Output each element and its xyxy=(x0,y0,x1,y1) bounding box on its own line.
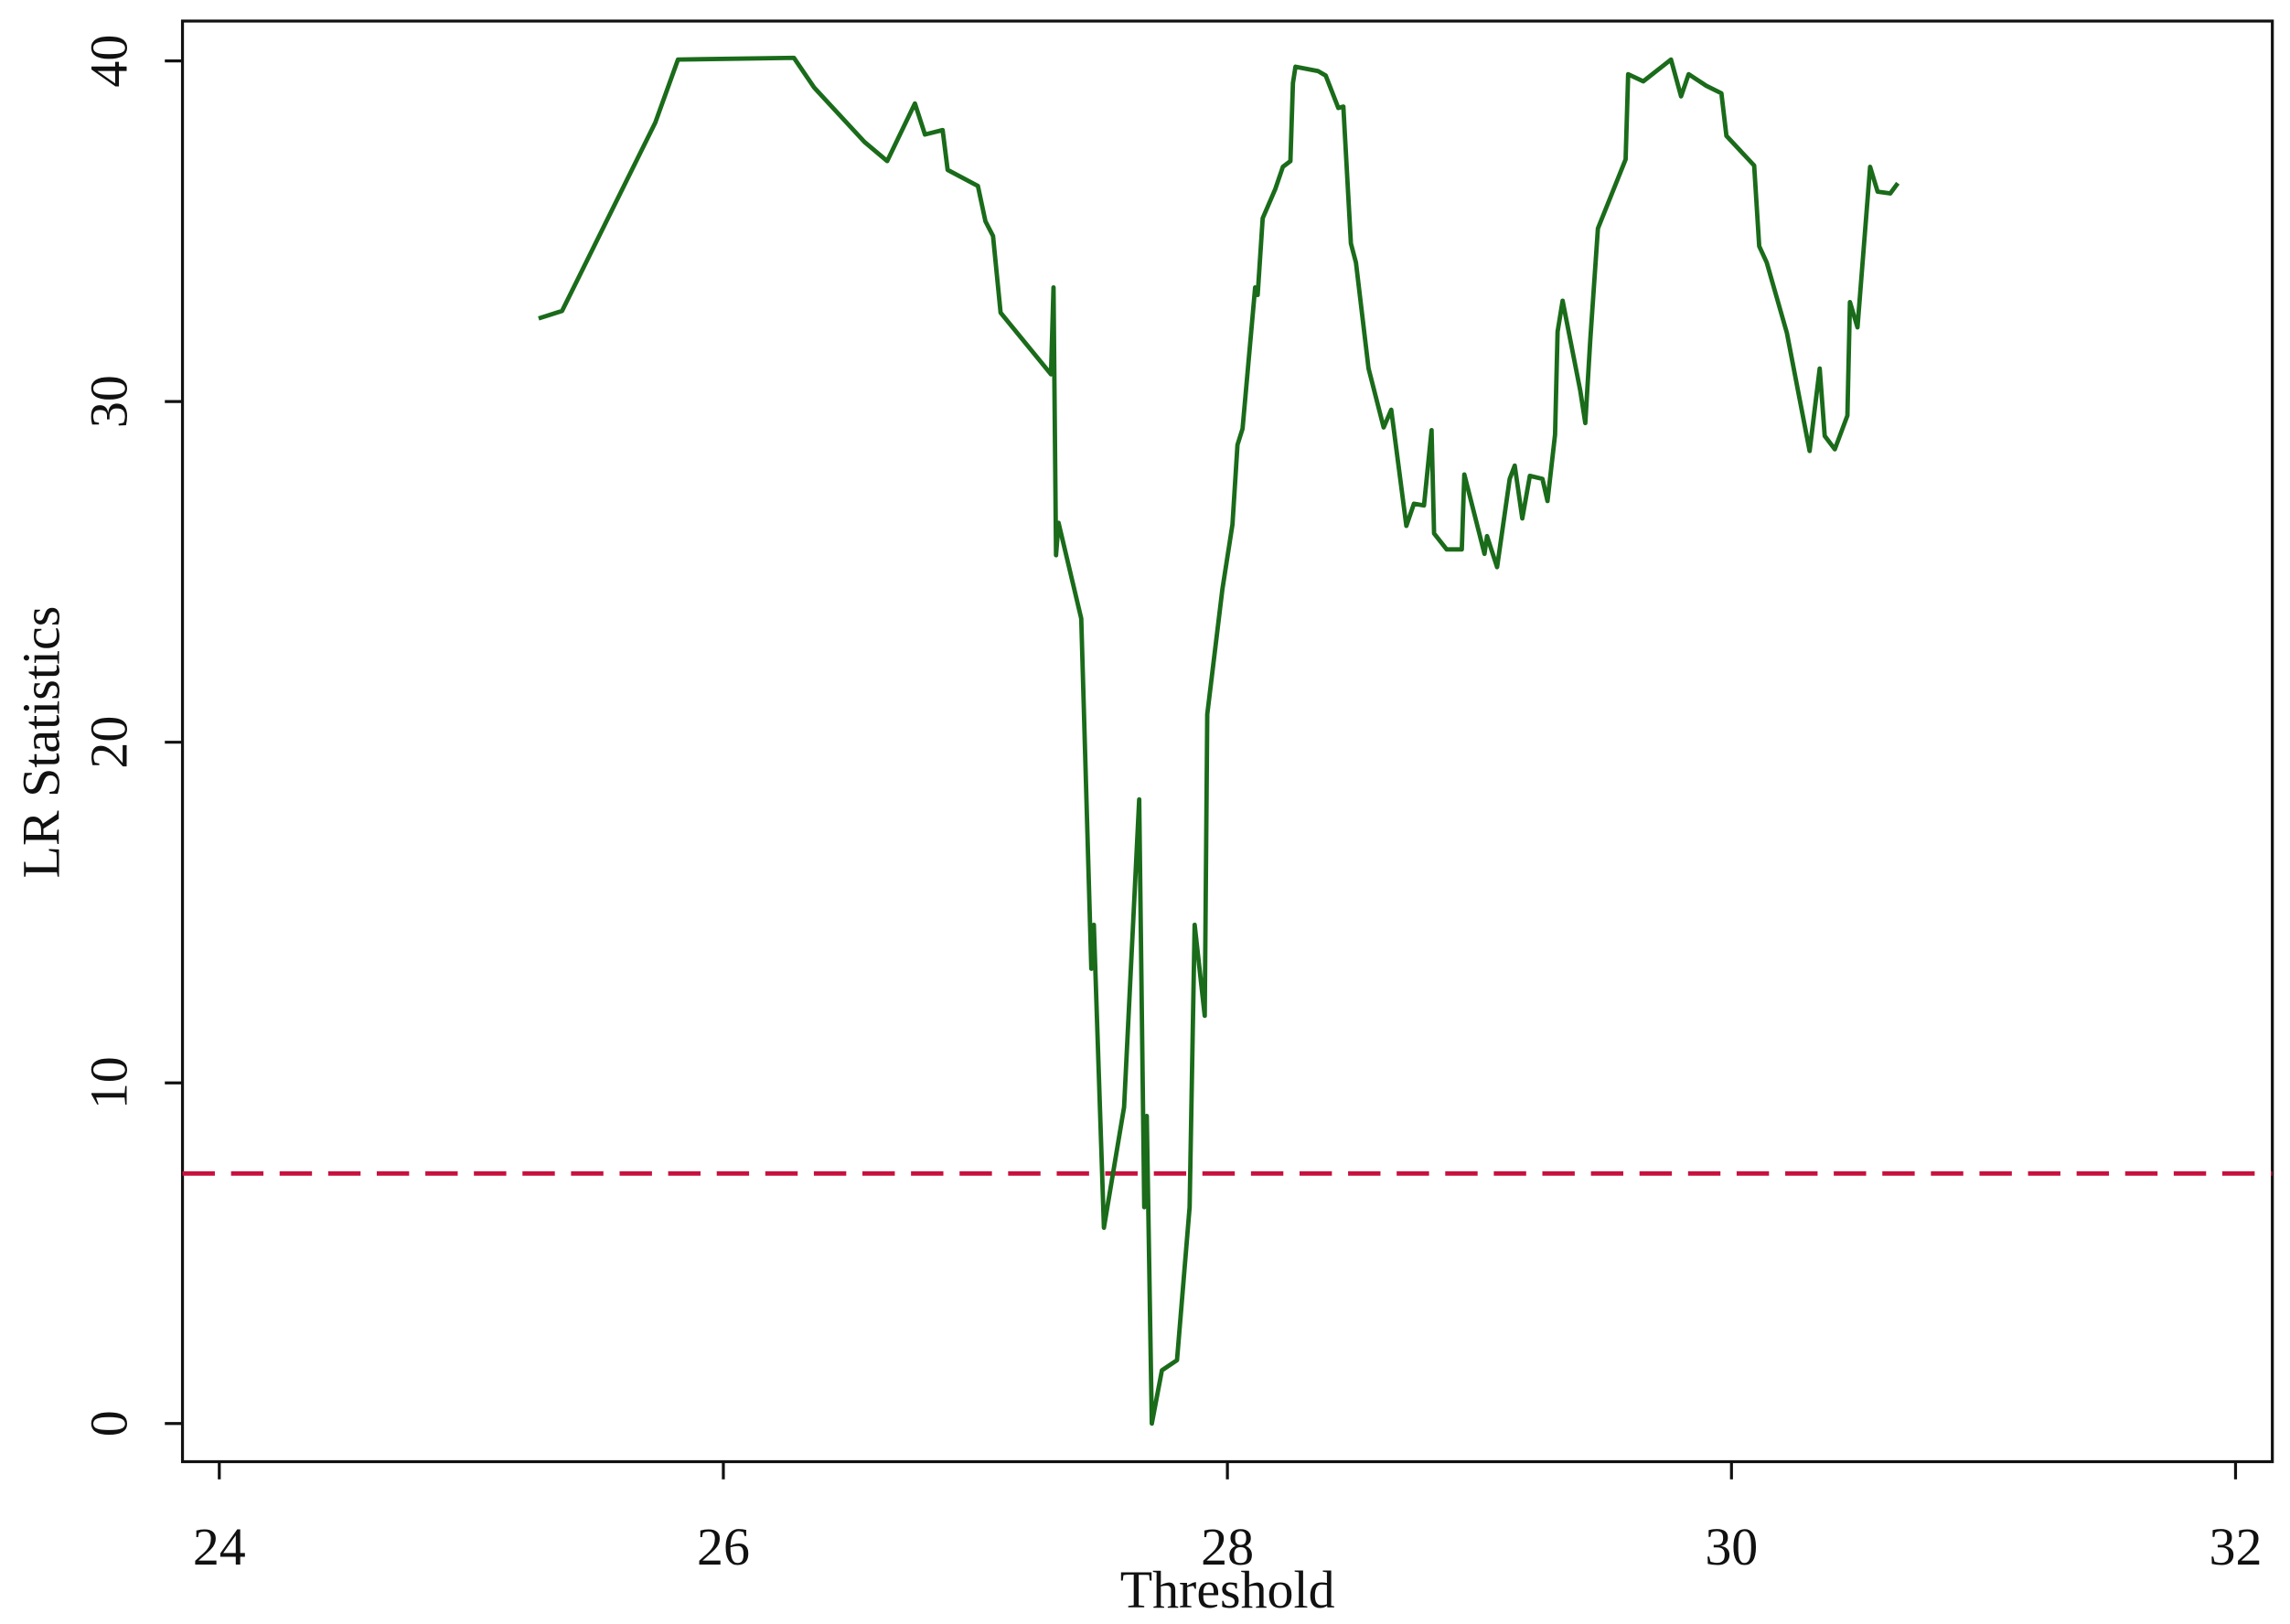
y-tick-label: 20 xyxy=(79,716,138,769)
y-tick-label: 0 xyxy=(79,1410,138,1437)
x-tick-label: 32 xyxy=(2209,1517,2262,1576)
plot-frame xyxy=(180,19,2274,1464)
y-tick-label: 10 xyxy=(79,1056,138,1109)
data-line xyxy=(538,55,1900,1426)
y-tick-label: 30 xyxy=(79,375,138,428)
y-tick-label: 40 xyxy=(79,35,138,88)
x-axis-label: Threshold xyxy=(1120,1560,1335,1619)
x-tick-label: 30 xyxy=(1705,1517,1758,1576)
x-tick-label: 28 xyxy=(1201,1517,1254,1576)
y-axis-label: LR Statistics xyxy=(11,606,70,879)
x-tick-label: 26 xyxy=(697,1517,750,1576)
x-tick-label: 24 xyxy=(193,1517,246,1576)
